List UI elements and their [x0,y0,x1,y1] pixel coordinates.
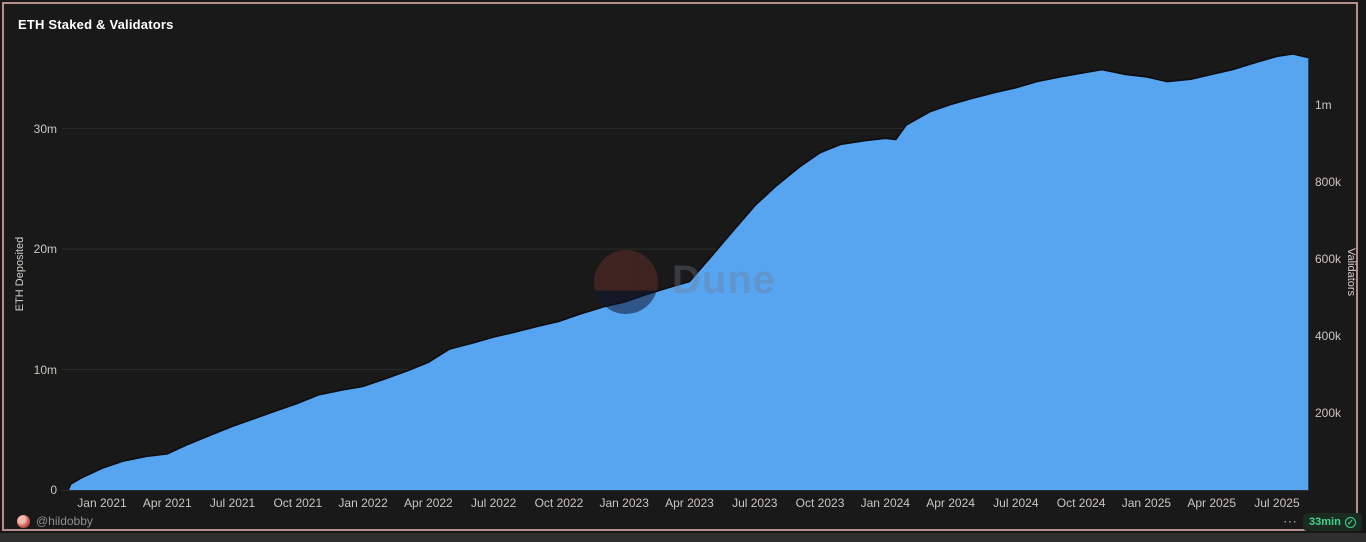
author-link[interactable]: @hildobby [17,514,93,528]
author-handle: @hildobby [36,514,93,528]
author-avatar-icon [17,514,30,528]
refresh-status-badge[interactable]: 33min ✓ [1303,513,1362,531]
ellipsis-icon: ⋯ [1283,513,1297,529]
chart-canvas[interactable] [4,4,1366,529]
refresh-age-text: 33min [1309,516,1341,528]
series-line [67,53,1309,491]
chart-card: Dune ETH Staked & Validators ETH Deposit… [2,2,1362,531]
check-circle-icon: ✓ [1344,516,1356,528]
widget-footer: @hildobby ⋯ 33min ✓ [4,510,1366,536]
page-title: ETH Staked & Validators [18,17,174,32]
overflow-menu-button[interactable]: ⋯ [1280,512,1300,530]
page-background-strip [0,533,1366,542]
area-series [68,53,1309,491]
